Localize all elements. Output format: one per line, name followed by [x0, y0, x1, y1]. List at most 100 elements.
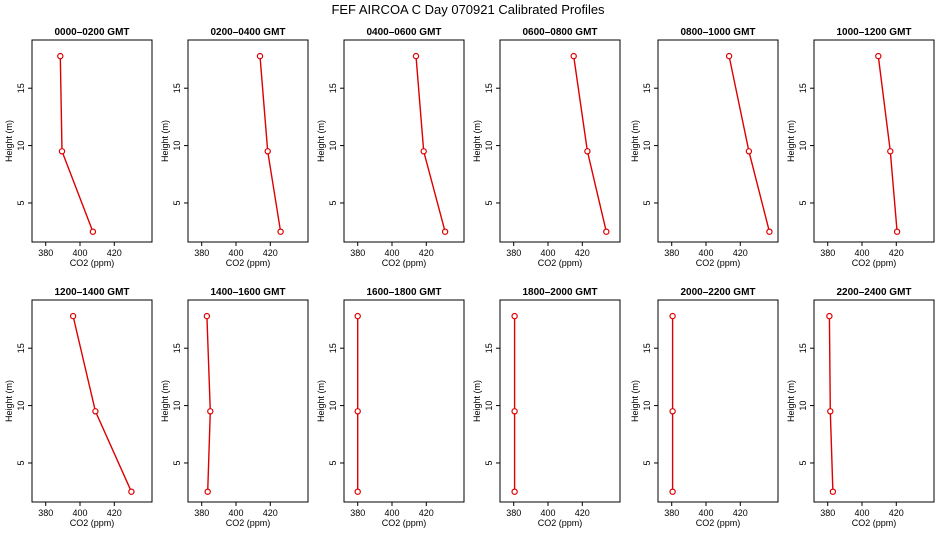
data-point: [669, 408, 676, 415]
y-tick-label: 5: [798, 200, 808, 205]
x-tick-label: 380: [38, 248, 53, 258]
x-tick-label: 420: [419, 248, 434, 258]
data-point: [887, 148, 894, 155]
x-tick-label: 400: [698, 248, 713, 258]
data-point: [511, 488, 518, 495]
y-axis-label: Height (m): [786, 380, 796, 422]
data-point: [277, 228, 284, 235]
y-tick-label: 5: [328, 200, 338, 205]
y-axis-label: Height (m): [4, 120, 14, 162]
y-tick-label: 10: [642, 401, 652, 411]
x-axis-label: CO2 (ppm): [226, 258, 271, 268]
data-point: [584, 148, 591, 155]
y-axis-label: Height (m): [160, 120, 170, 162]
panel-title: 2200–2400 GMT: [836, 287, 911, 298]
y-tick-label: 10: [16, 141, 26, 151]
x-tick-label: 420: [889, 248, 904, 258]
x-axis-label: CO2 (ppm): [852, 518, 897, 528]
data-point: [511, 312, 518, 320]
x-tick-label: 400: [540, 508, 555, 518]
plot-frame: [31, 39, 153, 243]
data-point: [58, 148, 66, 155]
panel-6: 1000–1200 GMT 380 400 420 5 10 15 CO2 (ppm) Heig…: [786, 27, 935, 268]
x-tick-label: 380: [38, 508, 53, 518]
y-axis-label: Height (m): [160, 380, 170, 422]
x-tick-label: 420: [107, 248, 122, 258]
data-point: [441, 228, 449, 235]
profile-line: [877, 56, 898, 232]
x-tick-label: 420: [263, 508, 278, 518]
x-tick-label: 400: [698, 508, 713, 518]
x-axis-label: CO2 (ppm): [382, 258, 427, 268]
y-tick-label: 15: [484, 83, 494, 93]
x-tick-label: 420: [575, 248, 590, 258]
y-tick-label: 5: [328, 460, 338, 465]
panel-title: 0600–0800 GMT: [522, 27, 597, 38]
y-tick-label: 10: [642, 141, 652, 151]
x-tick-label: 380: [664, 508, 679, 518]
y-tick-label: 10: [328, 401, 338, 411]
x-tick-label: 380: [820, 508, 835, 518]
plot-frame: [187, 39, 309, 243]
x-tick-label: 400: [228, 248, 243, 258]
y-tick-label: 15: [798, 83, 808, 93]
x-tick-label: 380: [506, 248, 521, 258]
data-point: [203, 312, 211, 320]
panel-title: 0400–0600 GMT: [366, 27, 441, 38]
x-tick-label: 400: [72, 508, 87, 518]
panel-2: 0200–0400 GMT 380 400 420 5 10 15 CO2 (ppm) Heig…: [160, 27, 309, 268]
data-point: [92, 408, 99, 415]
data-point: [420, 148, 427, 155]
x-tick-label: 420: [419, 508, 434, 518]
y-tick-label: 15: [642, 83, 652, 93]
x-axis-label: CO2 (ppm): [70, 258, 115, 268]
data-point: [204, 488, 211, 495]
y-axis-label: Height (m): [786, 120, 796, 162]
data-point: [264, 148, 271, 155]
y-tick-label: 15: [16, 343, 26, 353]
data-point: [256, 52, 264, 60]
panel-8: 1400–1600 GMT 380 400 420 5 10 15 CO2 (ppm) Heig…: [160, 287, 309, 528]
profile-line: [206, 316, 212, 492]
y-tick-label: 10: [172, 141, 182, 151]
x-tick-label: 420: [733, 508, 748, 518]
y-tick-label: 15: [172, 83, 182, 93]
y-axis-label: Height (m): [316, 380, 326, 422]
panel-title: 0200–0400 GMT: [210, 27, 285, 38]
x-tick-label: 400: [228, 508, 243, 518]
data-point: [669, 312, 676, 320]
y-tick-label: 10: [328, 141, 338, 151]
x-tick-label: 380: [350, 248, 365, 258]
data-point: [826, 312, 833, 320]
y-tick-label: 15: [172, 343, 182, 353]
data-point: [412, 52, 420, 60]
x-tick-label: 400: [384, 248, 399, 258]
profile-line: [59, 56, 94, 232]
y-tick-label: 5: [484, 460, 494, 465]
panel-title: 1800–2000 GMT: [522, 287, 597, 298]
plot-frame: [813, 299, 935, 503]
panel-title: 1600–1800 GMT: [366, 287, 441, 298]
data-point: [893, 228, 901, 235]
x-tick-label: 420: [733, 248, 748, 258]
y-axis-label: Height (m): [316, 120, 326, 162]
x-tick-label: 400: [540, 248, 555, 258]
plot-frame: [499, 39, 621, 243]
data-point: [354, 488, 361, 495]
x-tick-label: 420: [107, 508, 122, 518]
panel-7: 1200–1400 GMT 380 400 420 5 10 15 CO2 (ppm) Heig…: [4, 287, 153, 528]
y-tick-label: 5: [16, 200, 26, 205]
x-tick-label: 420: [575, 508, 590, 518]
profile-line: [415, 56, 446, 232]
y-tick-label: 10: [16, 401, 26, 411]
panel-5: 0800–1000 GMT 380 400 420 5 10 15 CO2 (ppm) Heig…: [630, 27, 779, 268]
y-tick-label: 10: [798, 141, 808, 151]
data-point: [766, 228, 773, 235]
y-tick-label: 5: [642, 200, 652, 205]
y-axis-label: Height (m): [630, 380, 640, 422]
y-axis-label: Height (m): [472, 120, 482, 162]
y-tick-label: 5: [16, 460, 26, 465]
profile-line: [573, 56, 607, 232]
x-tick-label: 380: [350, 508, 365, 518]
profile-line: [728, 55, 771, 232]
